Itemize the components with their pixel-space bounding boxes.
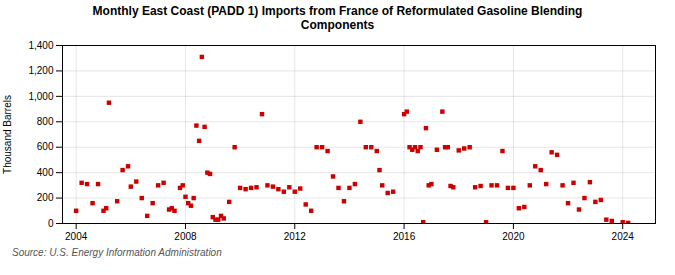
- svg-text:2024: 2024: [612, 230, 635, 241]
- svg-text:2016: 2016: [393, 230, 416, 241]
- svg-text:800: 800: [37, 116, 54, 127]
- svg-text:600: 600: [37, 141, 54, 152]
- svg-text:2008: 2008: [174, 230, 197, 241]
- svg-text:400: 400: [37, 167, 54, 178]
- svg-text:2020: 2020: [502, 230, 525, 241]
- svg-text:1,400: 1,400: [28, 39, 53, 50]
- svg-text:Thousand Barrels: Thousand Barrels: [2, 95, 13, 174]
- html-text:Monthly East Coast (PADD 1) Im: Monthly East Coast (PADD 1) Imports from…: [92, 4, 583, 33]
- svg-text:0: 0: [48, 217, 54, 228]
- html-text:Source: U.S. Energy Informatio: Source: U.S. Energy Information Administ…: [12, 246, 222, 258]
- svg-text:1,200: 1,200: [28, 65, 53, 76]
- svg-text:2012: 2012: [284, 230, 307, 241]
- svg-text:2004: 2004: [65, 230, 88, 241]
- svg-text:200: 200: [37, 192, 54, 203]
- svg-text:1,000: 1,000: [28, 90, 53, 101]
